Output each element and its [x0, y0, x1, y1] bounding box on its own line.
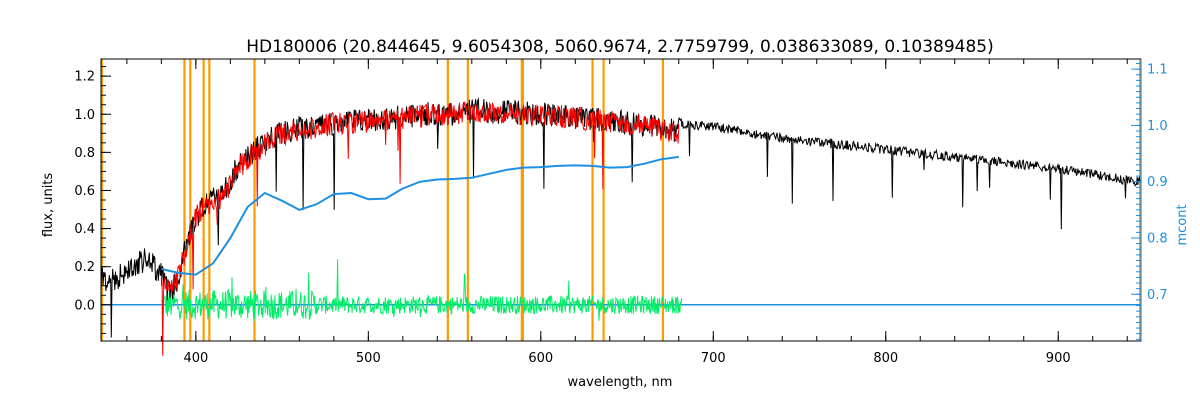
x-tick-label-700: 700: [701, 351, 726, 366]
series-continuum: [161, 155, 679, 276]
x-tick-label-600: 600: [528, 351, 553, 366]
x-axis-label: wavelength, nm: [568, 375, 673, 390]
y-tick-label-0.4: 0.4: [74, 222, 95, 237]
x-axis-ticks: 400 500 600 700 800 900: [126, 59, 1128, 366]
y-axis-label: flux, units: [41, 173, 56, 238]
y-axis-ticks: 0.0 0.2 0.4 0.6 0.8 1.0 1.2: [74, 66, 111, 334]
y2-tick-label-0.7: 0.7: [1147, 288, 1168, 303]
y2-tick-label-0.9: 0.9: [1147, 175, 1168, 190]
y-tick-label-0.6: 0.6: [74, 184, 95, 199]
y-tick-label-0.8: 0.8: [74, 146, 95, 161]
y-tick-label-1: 1.0: [74, 108, 95, 123]
y2-tick-label-0.8: 0.8: [1147, 231, 1168, 246]
y2-tick-label-1.1: 1.1: [1147, 63, 1168, 78]
y-tick-label-0: 0.0: [74, 298, 95, 313]
y2-tick-label-1: 1.0: [1147, 119, 1168, 134]
x-tick-label-400: 400: [183, 351, 208, 366]
chart-title: HD180006 (20.844645, 9.6054308, 5060.967…: [246, 37, 994, 57]
right-axis-label: mcont: [1175, 204, 1190, 245]
x-tick-label-500: 500: [356, 351, 381, 366]
series-layer: [100, 97, 1142, 356]
y-tick-label-1.2: 1.2: [74, 70, 95, 85]
x-tick-label-800: 800: [873, 351, 898, 366]
series-model: [160, 101, 680, 356]
y-tick-label-0.2: 0.2: [74, 260, 95, 275]
series-residual: [161, 259, 683, 322]
x-tick-label-900: 900: [1046, 351, 1071, 366]
right-axis-ticks: 0.7 0.8 0.9 1.0 1.1: [1131, 63, 1168, 340]
